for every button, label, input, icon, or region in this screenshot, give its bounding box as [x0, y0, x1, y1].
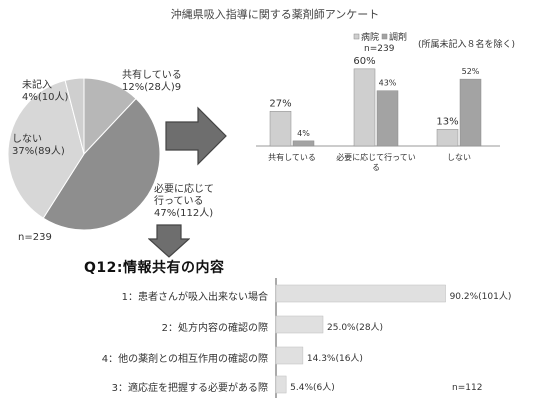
pie-label-line: 4%(10人)	[22, 92, 69, 103]
pie-label-line: 未記入	[22, 80, 52, 91]
bar-pharmacy	[459, 78, 482, 147]
chart-title: 沖縄県吸入指導に関する薬剤師アンケート	[170, 8, 380, 21]
bar-value-label: 4%	[297, 129, 310, 138]
pie-label-line: 12%(28人)9	[122, 82, 182, 93]
pie-n-note: n=239	[18, 232, 52, 243]
hbar-value-label: 14.3%(16人)	[306, 354, 363, 364]
bar-legend: 病院 調剤	[353, 31, 407, 43]
bar-pharmacy	[376, 90, 399, 147]
pie-slice-blank	[64, 77, 85, 155]
hbar-category-label: 2：処方内容の確認の際	[161, 323, 268, 334]
pie-label-line: 行っている	[154, 196, 204, 207]
pie-label-line: 必要に応じて	[154, 184, 214, 195]
hbar-category-label: 4：他の薬剤との相互作用の確認の際	[101, 354, 268, 365]
hbar	[275, 284, 446, 303]
x-tick-label: る	[372, 163, 380, 172]
pie-label-line: 37%(89人)	[12, 146, 65, 157]
pie-label-shared: 共有している 12%(28人)9	[122, 70, 182, 94]
bar-pharmacy	[292, 140, 315, 147]
bar-value-label: 27%	[269, 98, 291, 109]
bar-value-label: 52%	[462, 67, 480, 76]
bar-hospital	[269, 111, 292, 147]
bar-hospital	[436, 129, 459, 147]
hbar-category-label: 1：患者さんが吸入出来ない場合	[121, 292, 268, 303]
bar-value-label: 60%	[353, 56, 375, 67]
bar-annotation: (所属未記入８名を除く)	[418, 38, 515, 50]
hbar-value-label: 25.0%(28人)	[327, 323, 384, 333]
legend-label: 調剤	[389, 31, 407, 43]
bar-n-note: n=239	[364, 44, 395, 54]
q12-chart-title: Q12:情報共有の内容	[84, 260, 225, 276]
hbar-category-label: 3：適応症を把握する必要がある際	[111, 383, 268, 394]
hbar-value-label: 5.4%(6人)	[290, 383, 335, 393]
pie-label-blank: 未記入 4%(10人)	[22, 80, 68, 104]
pie-label-line: しない	[12, 134, 42, 145]
hbar-n-note: n=112	[452, 383, 483, 393]
pie-slice-as-needed	[42, 97, 161, 231]
legend-swatch	[353, 33, 360, 40]
down-arrow-icon	[148, 224, 190, 258]
x-tick-label: 必要に応じて行ってい	[336, 152, 416, 162]
hbar	[275, 315, 324, 334]
legend-swatch	[381, 33, 388, 40]
bar-hospital	[353, 68, 376, 147]
pie-label-none: しない 37%(89人)	[12, 134, 65, 158]
bar-value-label: 43%	[379, 79, 397, 88]
right-arrow-icon	[165, 106, 227, 166]
pie-label-line: 共有している	[122, 70, 182, 81]
pie-label-line: 47%(112人)	[154, 208, 214, 219]
hbar-value-label: 90.2%(101人)	[449, 292, 512, 302]
pie-slice-none	[7, 79, 85, 219]
pie-label-as-needed: 必要に応じて 行っている 47%(112人)	[154, 184, 214, 220]
hbar	[275, 375, 287, 394]
hbar	[275, 346, 304, 365]
bar-value-label: 13%	[436, 116, 458, 127]
x-tick-label: しない	[447, 153, 471, 162]
legend-label: 病院	[361, 31, 379, 43]
x-tick-label: 共有している	[268, 152, 316, 162]
